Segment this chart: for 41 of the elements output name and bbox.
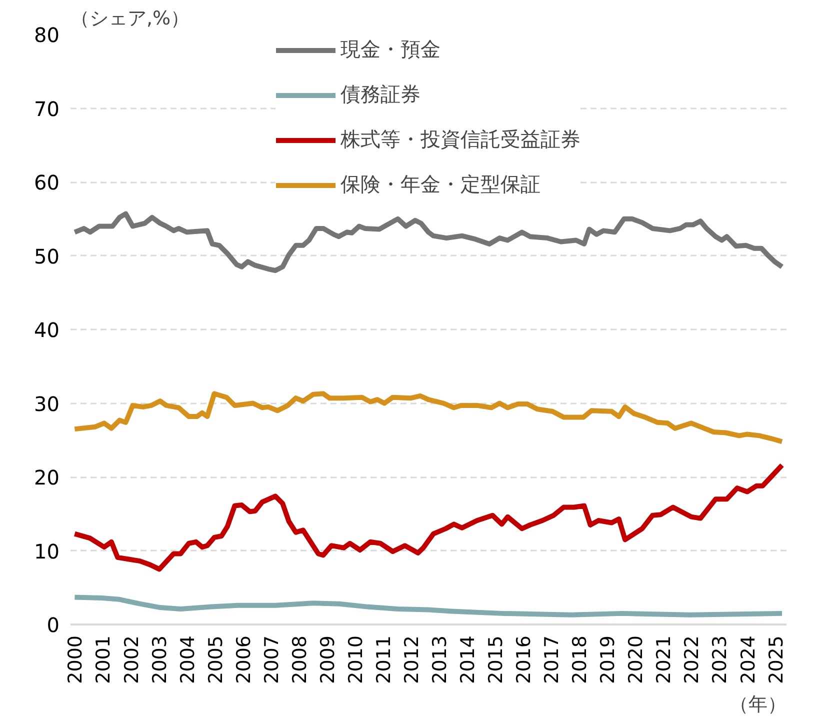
x-tick-label: 2018: [569, 635, 592, 684]
y-tick-label: 10: [34, 539, 60, 564]
x-tick-label: 2025: [765, 635, 788, 684]
x-tick-label: 2022: [681, 635, 704, 684]
y-tick-label: 70: [34, 96, 60, 121]
x-tick-label: 2012: [400, 635, 423, 684]
legend-label: 債務証券: [340, 81, 420, 108]
y-tick-label: 20: [34, 466, 60, 490]
x-tick-label: 2013: [429, 635, 452, 684]
x-tick-label: 2021: [653, 635, 676, 684]
x-tick-label: 2006: [232, 635, 255, 684]
x-tick-label: 2019: [597, 635, 620, 684]
y-tick-label: 0: [46, 613, 60, 637]
y-axis-title: （シェア,%）: [70, 8, 190, 30]
y-tick-label: 30: [34, 392, 60, 416]
x-tick-label: 2024: [737, 635, 760, 684]
x-tick-label: 2009: [316, 635, 339, 684]
x-tick-label: 2023: [709, 635, 732, 684]
x-tick-label: 2016: [513, 635, 536, 684]
legend-label: 保険・年金・定型保証: [340, 171, 540, 198]
x-tick-label: 2001: [92, 635, 115, 684]
x-axis-title: （年）: [730, 694, 786, 716]
x-tick-label: 2002: [120, 635, 143, 684]
x-tick-label: 2014: [457, 635, 480, 684]
legend-label: 現金・預金: [340, 36, 440, 63]
x-tick-label: 2011: [372, 635, 395, 684]
x-tick-label: 2020: [625, 635, 648, 684]
legend-label: 株式等・投資信託受益証券: [340, 126, 580, 153]
y-tick-label: 40: [34, 318, 60, 342]
x-tick-label: 2000: [64, 635, 87, 684]
y-tick-label: 60: [34, 170, 60, 194]
x-tick-label: 2004: [176, 635, 199, 684]
y-tick-label: 50: [34, 244, 60, 268]
x-tick-label: 2015: [485, 635, 508, 684]
x-tick-label: 2005: [204, 635, 227, 684]
y-tick-label: 80: [34, 23, 60, 47]
x-tick-label: 2010: [344, 635, 367, 684]
x-tick-label: 2008: [288, 635, 311, 684]
x-tick-label: 2017: [541, 635, 564, 684]
x-tick-label: 2003: [148, 635, 171, 684]
x-tick-label: 2007: [260, 635, 283, 684]
